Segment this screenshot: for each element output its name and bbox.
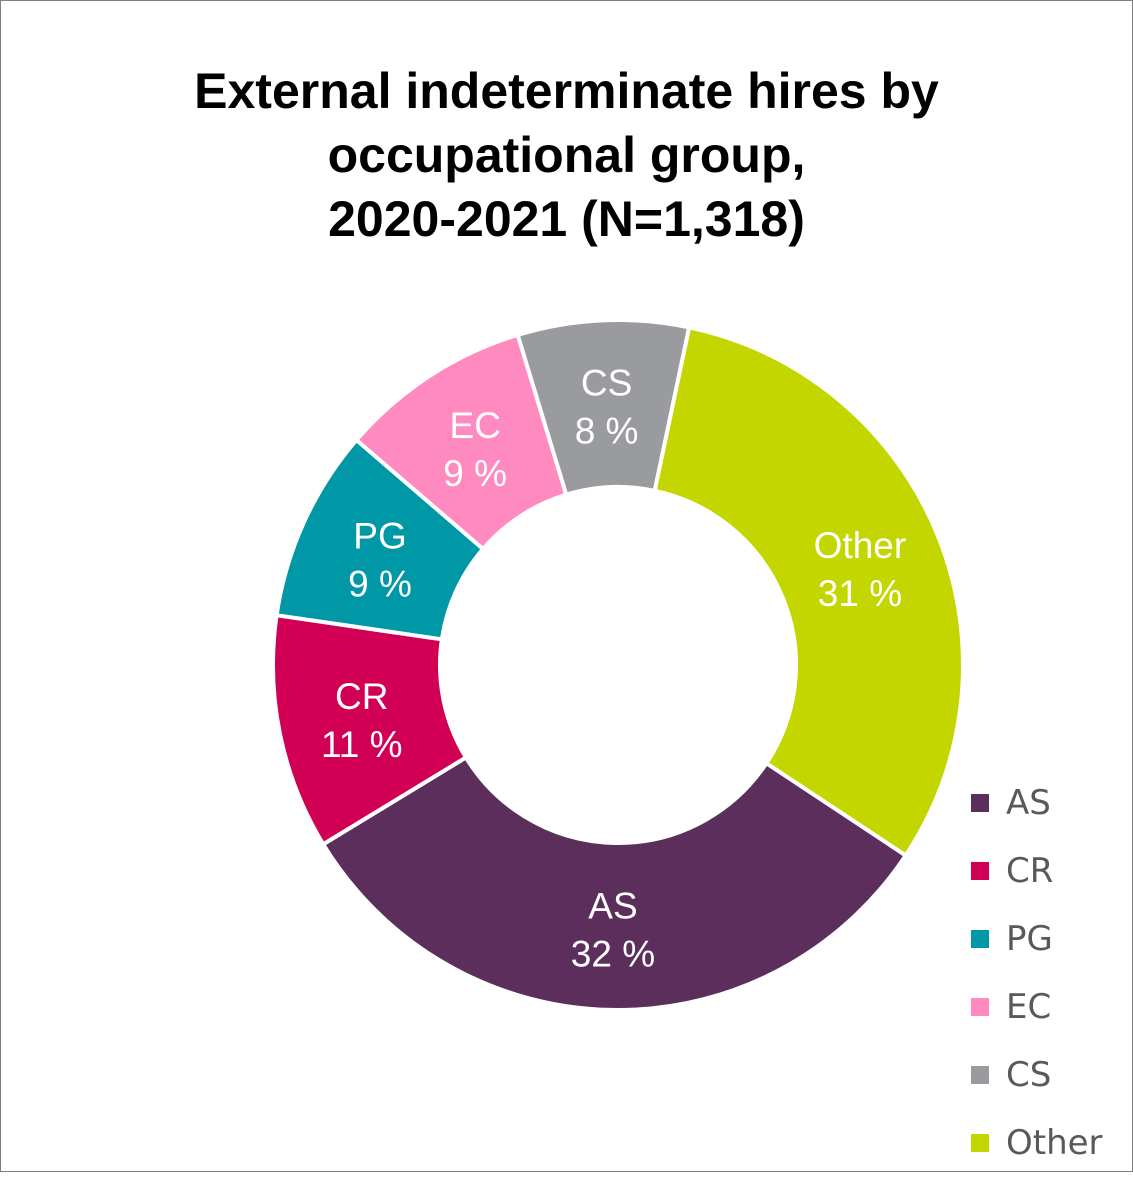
slice-category-label: PG xyxy=(353,516,406,557)
chart-title-line-3: 2020-2021 (N=1,318) xyxy=(328,191,805,247)
legend-label: EC xyxy=(1006,987,1052,1027)
slice-value-label: 8 % xyxy=(575,411,639,452)
legend-swatch xyxy=(971,1066,989,1084)
legend-swatch xyxy=(971,794,989,812)
chart-title-line-1: External indeterminate hires by xyxy=(194,63,939,119)
legend-label: CR xyxy=(1006,851,1054,891)
slice-other xyxy=(652,325,965,859)
legend-swatch xyxy=(971,930,989,948)
chart-legend: AS CR PG EC CS Other xyxy=(971,769,1103,1177)
slice-value-label: 31 % xyxy=(818,573,902,614)
legend-swatch xyxy=(971,1134,989,1152)
legend-item-cr: CR xyxy=(971,837,1103,905)
slice-category-label: AS xyxy=(588,885,637,926)
slice-label-other: Other 31 % xyxy=(814,525,907,614)
slice-label-pg: PG 9 % xyxy=(348,516,412,605)
slice-label-cr: CR 11 % xyxy=(321,676,403,765)
legend-swatch xyxy=(971,862,989,880)
legend-item-cs: CS xyxy=(971,1041,1103,1109)
legend-item-other: Other xyxy=(971,1109,1103,1177)
legend-item-ec: EC xyxy=(971,973,1103,1041)
slice-category-label: CR xyxy=(335,676,388,717)
slice-label-ec: EC 9 % xyxy=(443,405,507,494)
legend-label: PG xyxy=(1006,919,1053,959)
slice-value-label: 9 % xyxy=(348,564,412,605)
legend-label: CS xyxy=(1006,1055,1052,1095)
slice-value-label: 9 % xyxy=(443,453,507,494)
chart-title-line-2: occupational group, xyxy=(327,127,806,183)
slice-as xyxy=(320,754,909,1012)
legend-label: Other xyxy=(1006,1123,1103,1163)
legend-item-pg: PG xyxy=(971,905,1103,973)
chart-title: External indeterminate hires by occupati… xyxy=(1,59,1132,251)
slice-value-label: 11 % xyxy=(321,724,403,765)
slice-category-label: Other xyxy=(814,525,907,566)
slice-value-label: 32 % xyxy=(571,933,655,974)
slice-label-cs: CS 8 % xyxy=(575,363,639,452)
legend-item-as: AS xyxy=(971,769,1103,837)
legend-swatch xyxy=(971,998,989,1016)
legend-label: AS xyxy=(1006,783,1051,823)
slice-label-as: AS 32 % xyxy=(571,885,655,974)
slice-category-label: CS xyxy=(581,363,632,404)
slice-category-label: EC xyxy=(449,405,500,446)
